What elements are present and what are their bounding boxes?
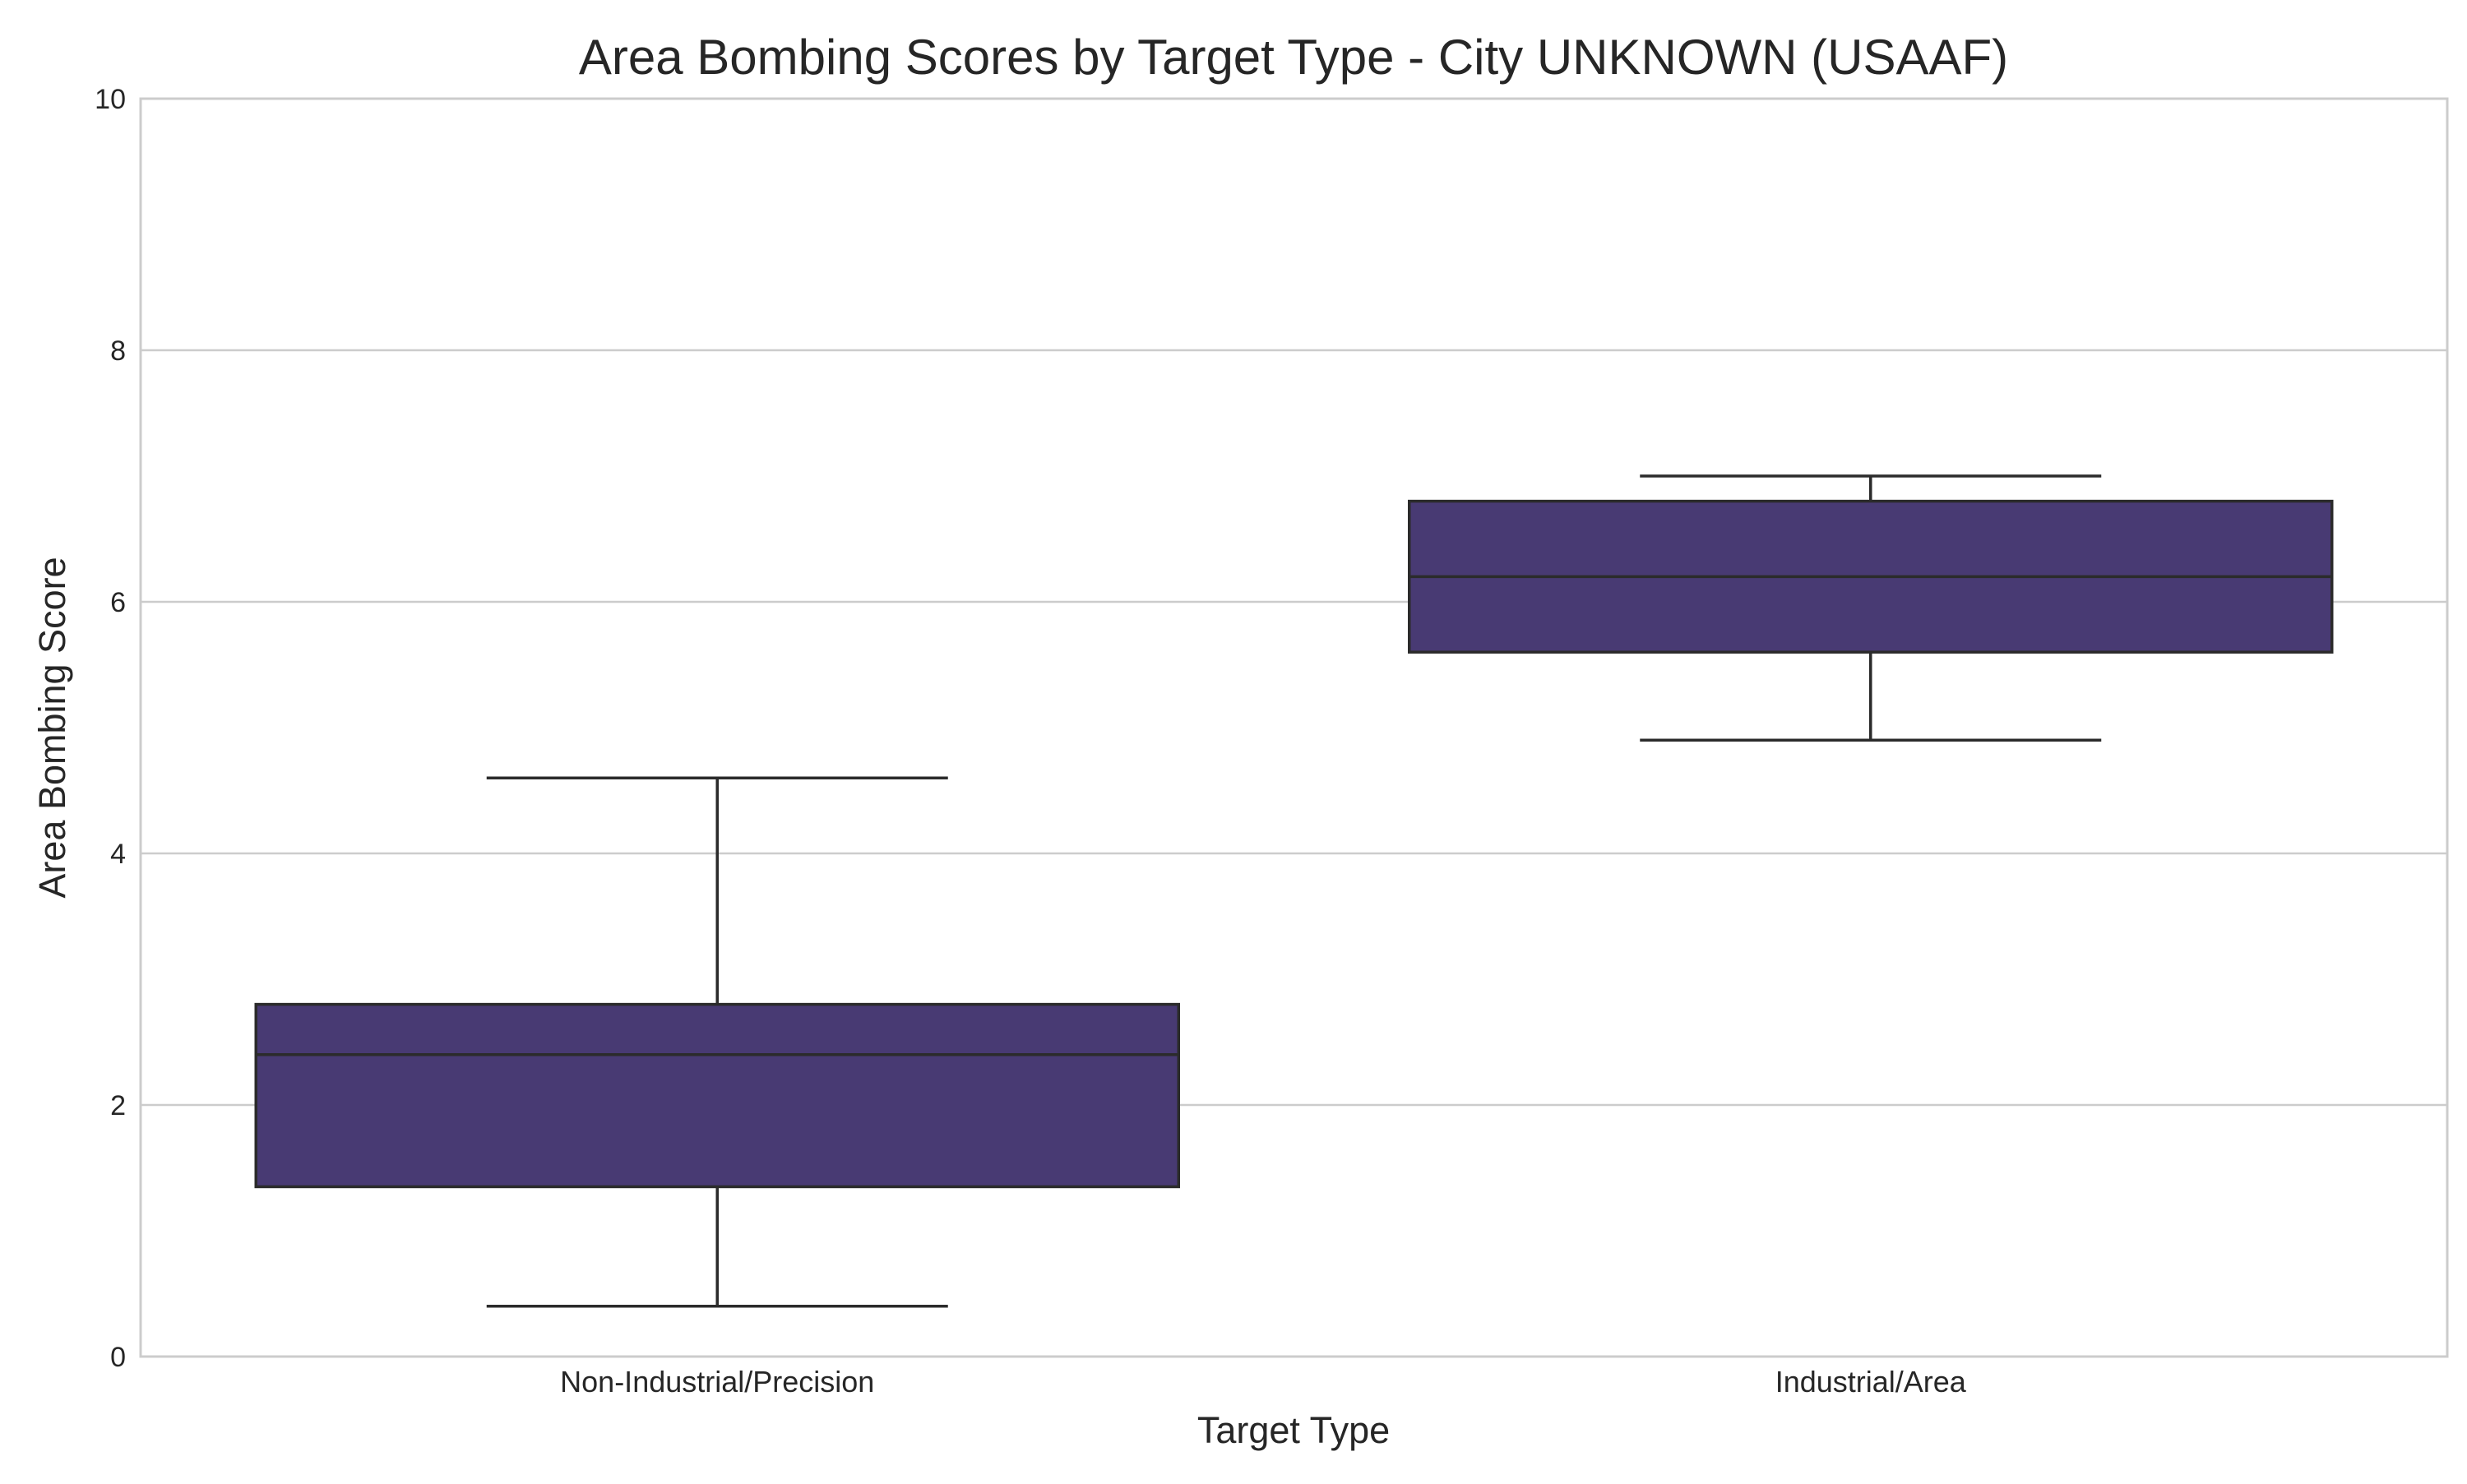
chart-title: Area Bombing Scores by Target Type - Cit… <box>579 30 2008 85</box>
y-tick-label: 10 <box>95 84 126 115</box>
y-tick-label: 4 <box>110 839 126 870</box>
x-tick-label: Industrial/Area <box>1775 1365 1967 1398</box>
plot-area: 0 2 4 6 8 10 Non-Industrial/Precision Industria… <box>95 84 2449 1398</box>
y-axis-label: Area Bombing Score <box>31 557 73 898</box>
y-tick-label: 8 <box>110 335 126 367</box>
box-1 <box>254 1002 1180 1189</box>
plot-frame <box>139 97 2449 1358</box>
y-tick-label: 6 <box>110 587 126 618</box>
y-tick-label: 0 <box>110 1342 126 1373</box>
x-tick-label: Non-Industrial/Precision <box>560 1365 874 1398</box>
y-tick-label: 2 <box>110 1090 126 1121</box>
x-axis-label: Target Type <box>1197 1409 1390 1451</box>
